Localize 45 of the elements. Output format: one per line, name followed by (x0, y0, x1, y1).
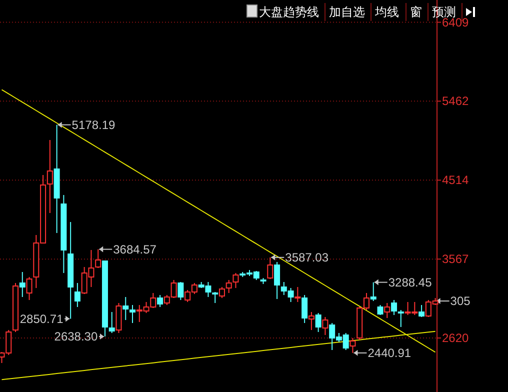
candlestick (267, 256, 274, 280)
candlestick (95, 248, 102, 268)
y-tick-label: 3567 (442, 252, 470, 266)
candlestick (274, 262, 280, 300)
y-tick-label: 5462 (442, 94, 470, 108)
y-tick-label: 2620 (442, 331, 470, 345)
candlestick (232, 272, 239, 288)
annotation: 5178.19 (72, 118, 116, 132)
candlestick (116, 302, 122, 334)
candlestick (19, 272, 26, 298)
annotation: 大盘趋势线 (259, 5, 319, 19)
annotation: 2638.30 (54, 329, 98, 344)
candlestick (108, 312, 115, 334)
candlestick (157, 294, 164, 308)
annotation: 2440.91 (368, 346, 412, 360)
candlestick (370, 282, 376, 302)
text: 305 (450, 294, 471, 308)
candlestick (122, 296, 129, 320)
candlestick (391, 300, 398, 316)
candlestick (74, 282, 80, 308)
candlestick (418, 304, 425, 318)
candlestick (26, 276, 32, 300)
annotation: 3684.57 (113, 242, 157, 256)
candlestick (350, 338, 356, 354)
annotation: 3288.45 (388, 275, 432, 290)
candlestick (130, 304, 136, 324)
candlestick (322, 316, 328, 336)
candlestick (302, 294, 308, 324)
annotation: 3587.03 (285, 250, 329, 264)
candlestick (377, 304, 384, 316)
annotation: 窗 (410, 5, 422, 19)
candlestick (384, 302, 390, 318)
y-tick-label: 4514 (442, 173, 470, 188)
candlestick (308, 312, 314, 330)
annotation: 加自选 (329, 5, 365, 19)
annotation: 2850.71 (20, 312, 64, 326)
candlestick (212, 292, 218, 304)
candlestick (226, 280, 232, 294)
candlestick (315, 312, 322, 332)
candlestick (46, 140, 53, 214)
candlestick (218, 286, 225, 298)
candlestick (398, 310, 404, 328)
candlestick (294, 286, 301, 302)
candlestick (178, 282, 184, 300)
annotation: 均线 (374, 5, 399, 19)
